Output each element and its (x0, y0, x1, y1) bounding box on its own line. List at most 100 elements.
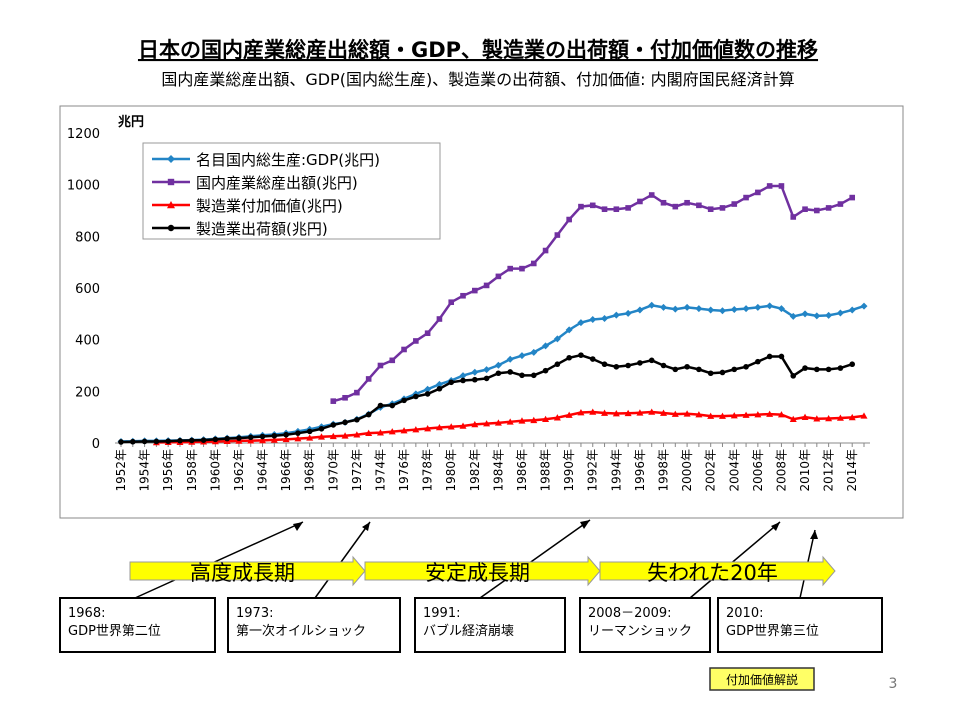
data-point (671, 305, 679, 313)
legend-marker (167, 201, 175, 209)
data-point (731, 201, 738, 207)
data-point (601, 314, 609, 322)
data-point (660, 199, 667, 206)
x-tick-label: 1954年 (138, 449, 152, 492)
data-point (318, 425, 325, 432)
data-point (707, 370, 714, 377)
data-point (247, 437, 255, 444)
data-point (507, 369, 513, 375)
data-point (165, 438, 171, 444)
data-point (554, 232, 561, 238)
data-point (612, 410, 620, 417)
data-point (424, 425, 432, 432)
legend-marker (167, 224, 175, 232)
data-point (718, 412, 726, 419)
x-tick-label: 1982年 (468, 449, 482, 492)
data-point (342, 419, 348, 426)
data-point (848, 413, 856, 421)
data-point (330, 398, 337, 404)
data-point (365, 429, 373, 436)
event-box (227, 597, 401, 653)
page-number: 3 (889, 676, 898, 692)
data-point (519, 372, 525, 379)
data-point (294, 435, 302, 442)
data-point (224, 435, 230, 442)
data-point (719, 205, 726, 211)
data-point (848, 306, 856, 314)
data-point (494, 361, 502, 369)
data-point (813, 312, 821, 320)
button[interactable] (709, 667, 815, 691)
data-point (849, 361, 856, 368)
x-tick-label: 2004年 (727, 449, 741, 492)
data-point (695, 411, 703, 418)
data-point (778, 183, 785, 189)
data-point (376, 429, 384, 436)
x-tick-label: 1990年 (562, 449, 576, 492)
data-point (483, 420, 491, 427)
event-text: 第一次オイルショック (236, 623, 366, 639)
data-point (565, 411, 573, 418)
data-point (825, 311, 833, 319)
event-box (59, 597, 216, 653)
data-point (153, 438, 160, 445)
data-point (707, 306, 715, 314)
period-label: 安定成長期 (425, 561, 530, 585)
data-point (601, 361, 608, 368)
data-point (696, 202, 702, 209)
x-tick-label: 2010年 (798, 449, 812, 492)
event-text: 2008－2009: (588, 606, 672, 621)
x-tick-label: 1996年 (633, 449, 647, 492)
data-point (743, 194, 749, 201)
data-point (400, 427, 408, 434)
data-point (766, 302, 774, 310)
button-label[interactable]: 付加価値解説 (726, 672, 798, 687)
x-tick-label: 1964年 (256, 449, 270, 492)
data-point (601, 206, 608, 213)
data-point (506, 355, 514, 363)
data-point (472, 376, 478, 383)
data-point (365, 376, 372, 382)
data-point (577, 409, 585, 416)
data-point (754, 303, 762, 311)
data-point (778, 353, 785, 360)
x-tick-label: 2006年 (751, 449, 765, 492)
data-point (483, 366, 491, 374)
x-tick-label: 2012年 (822, 449, 836, 492)
data-point (684, 363, 690, 370)
y-tick-label: 1000 (67, 179, 100, 194)
data-point (306, 428, 313, 435)
x-tick-label: 1986年 (515, 449, 529, 492)
data-point (518, 352, 526, 360)
data-point (341, 432, 349, 439)
data-point (837, 365, 844, 371)
data-point (707, 206, 714, 213)
data-point (578, 203, 584, 210)
data-point (577, 319, 585, 327)
data-point (459, 422, 467, 429)
event-box (414, 597, 566, 653)
data-point (271, 432, 278, 439)
event-text: 1973: (236, 606, 273, 621)
data-point (565, 326, 573, 334)
data-point (731, 366, 738, 373)
data-point (283, 431, 289, 438)
data-point (814, 366, 820, 373)
y-tick-label: 400 (75, 334, 100, 349)
data-point (354, 389, 360, 396)
data-point (118, 439, 124, 445)
period-arrow (129, 555, 366, 587)
data-point (718, 307, 726, 315)
data-point (389, 357, 396, 364)
data-point (637, 198, 643, 205)
data-point (777, 411, 785, 418)
legend-marker (167, 155, 175, 163)
data-point (553, 414, 561, 421)
data-point (813, 415, 821, 422)
data-point (825, 366, 832, 373)
data-point (495, 273, 502, 280)
data-point (625, 205, 631, 211)
data-point (507, 265, 513, 272)
data-point (836, 309, 844, 317)
data-point (447, 423, 455, 430)
